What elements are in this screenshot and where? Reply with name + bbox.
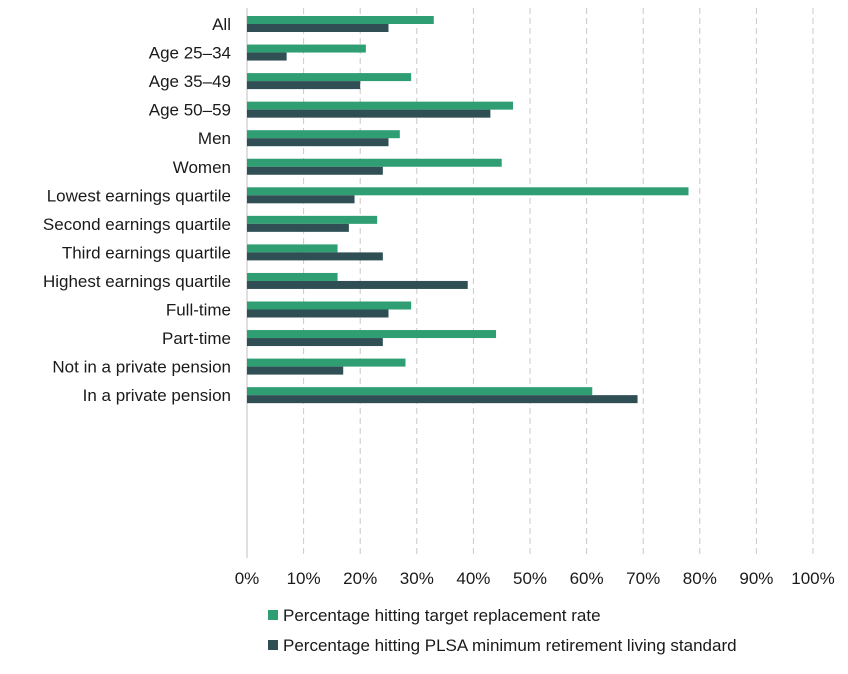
category-label: In a private pension: [83, 386, 231, 405]
bar-target-replacement: [247, 215, 378, 224]
x-tick-label: 90%: [739, 569, 773, 588]
bar-target-replacement: [247, 44, 366, 53]
bar-plsa-minimum: [247, 309, 389, 318]
bar-plsa-minimum: [247, 223, 349, 232]
bar-plsa-minimum: [247, 366, 344, 375]
x-tick-label: 100%: [791, 569, 834, 588]
bar-target-replacement: [247, 73, 412, 82]
category-label: Women: [173, 158, 231, 177]
bar-plsa-minimum: [247, 195, 355, 204]
x-tick-label: 20%: [343, 569, 377, 588]
category-labels: All Age 25–34 Age 35–49 Age 50–59 Men Women Lo…: [43, 15, 231, 405]
bar-target-replacement: [247, 301, 412, 310]
bar-target-replacement: [247, 387, 593, 396]
legend-swatch-target: [268, 610, 278, 620]
bar-plsa-minimum: [247, 395, 638, 404]
bar-plsa-minimum: [247, 81, 361, 90]
x-tick-label: 70%: [626, 569, 660, 588]
x-tick-label: 30%: [400, 569, 434, 588]
x-tick-label: 0%: [235, 569, 260, 588]
legend-label-target: Percentage hitting target replacement ra…: [283, 606, 601, 625]
category-label: Men: [198, 129, 231, 148]
category-label: Full-time: [166, 301, 231, 320]
legend-swatch-plsa: [268, 640, 278, 650]
bar-target-replacement: [247, 130, 400, 139]
bar-target-replacement: [247, 330, 497, 339]
bar-target-replacement: [247, 16, 434, 24]
category-label: Age 35–49: [149, 72, 231, 91]
category-label: Not in a private pension: [52, 358, 231, 377]
x-tick-label: 80%: [683, 569, 717, 588]
x-tick-label: 50%: [513, 569, 547, 588]
bars: [247, 16, 689, 404]
bar-target-replacement: [247, 244, 338, 253]
category-label: Lowest earnings quartile: [47, 186, 231, 205]
bar-plsa-minimum: [247, 338, 383, 347]
bar-target-replacement: [247, 158, 502, 167]
bar-plsa-minimum: [247, 138, 389, 147]
bar-plsa-minimum: [247, 24, 389, 32]
bar-target-replacement: [247, 101, 514, 110]
bar-target-replacement: [247, 358, 406, 367]
legend: Percentage hitting target replacement ra…: [268, 606, 737, 655]
bar-target-replacement: [247, 272, 338, 281]
bar-plsa-minimum: [247, 280, 468, 289]
category-label: Third earnings quartile: [62, 243, 231, 262]
category-label: Age 50–59: [149, 101, 231, 120]
x-tick-label: 10%: [287, 569, 321, 588]
legend-label-plsa: Percentage hitting PLSA minimum retireme…: [283, 636, 737, 655]
bar-target-replacement: [247, 187, 689, 196]
x-axis-ticks: 0% 10% 20% 30% 40% 50% 60% 70% 80% 90% 100%: [235, 569, 835, 588]
bar-plsa-minimum: [247, 252, 383, 261]
bar-plsa-minimum: [247, 109, 491, 118]
bar-plsa-minimum: [247, 166, 383, 175]
category-label: Second earnings quartile: [43, 215, 231, 234]
bar-plsa-minimum: [247, 52, 287, 61]
category-label: All: [212, 15, 231, 34]
x-tick-label: 40%: [456, 569, 490, 588]
category-label: Highest earnings quartile: [43, 272, 231, 291]
x-tick-label: 60%: [570, 569, 604, 588]
category-label: Age 25–34: [149, 44, 231, 63]
category-label: Part-time: [162, 329, 231, 348]
